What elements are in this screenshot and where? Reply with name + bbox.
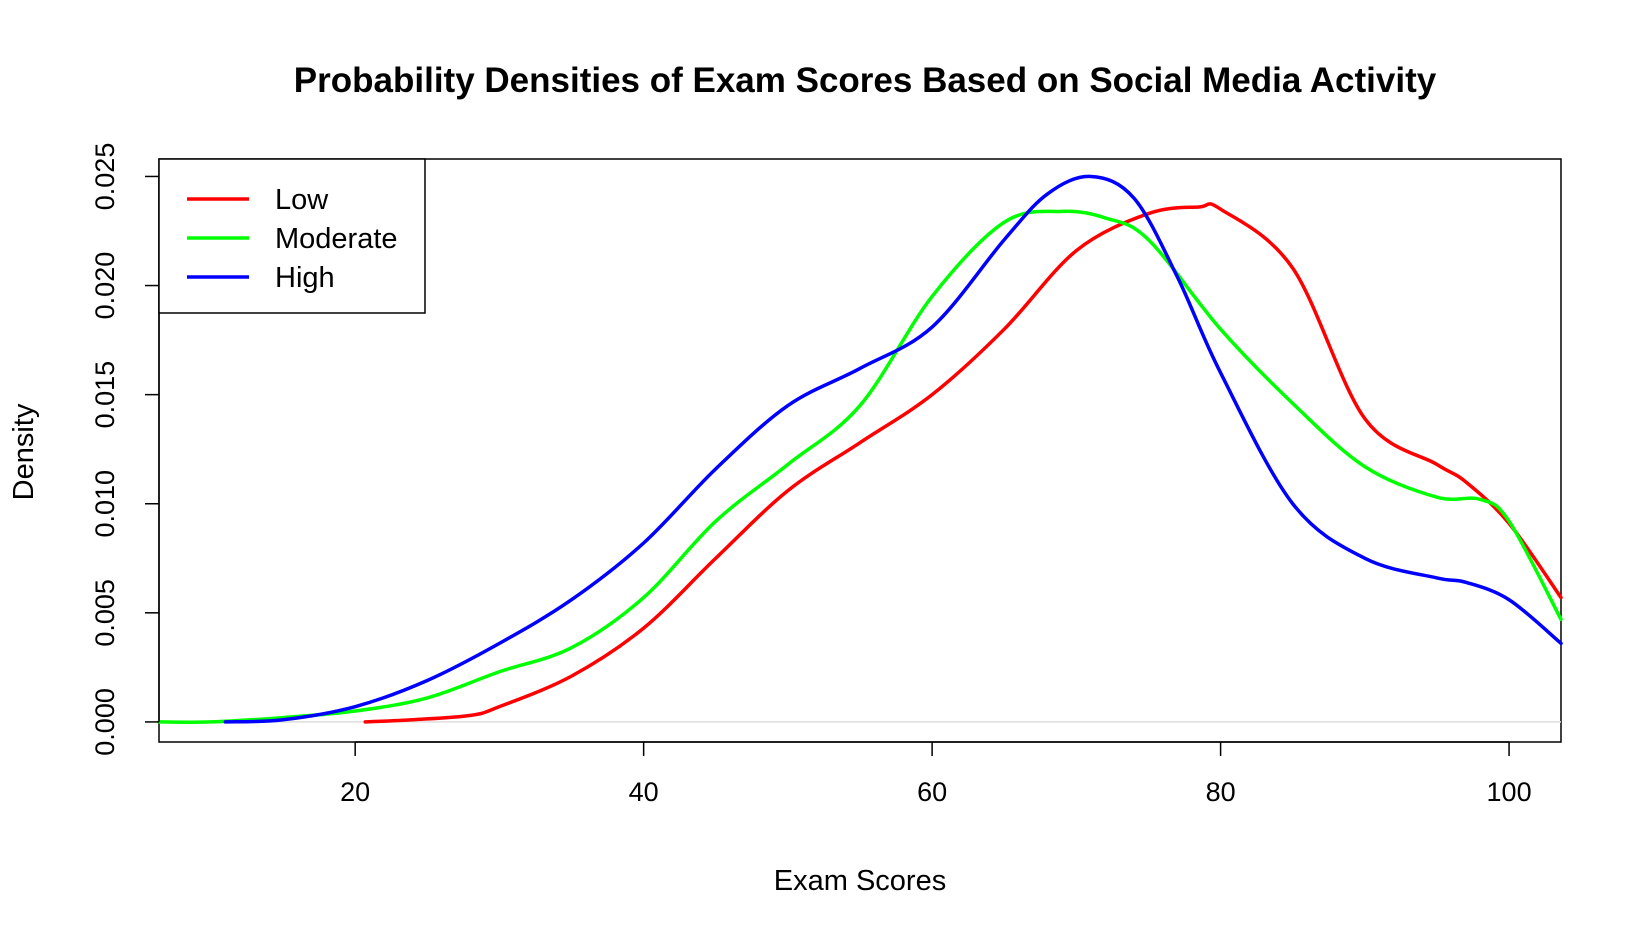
legend-label-low: Low	[275, 184, 329, 216]
x-axis-label: Exam Scores	[774, 865, 946, 897]
legend-label-high: High	[275, 262, 335, 294]
x-tick-label: 20	[340, 777, 370, 807]
x-tick-label: 60	[917, 777, 947, 807]
y-tick-label: 0.015	[90, 361, 120, 429]
x-tick-label: 100	[1487, 777, 1532, 807]
y-tick-label: 0.020	[90, 252, 120, 320]
y-axis: 0.000 0.005 0.010 0.015 0.020 0.025	[90, 143, 160, 756]
x-tick-label: 40	[629, 777, 659, 807]
y-tick-label: 0.025	[90, 143, 120, 211]
series-layer	[157, 174, 1563, 724]
series-line-moderate	[157, 209, 1563, 724]
y-axis-label: Density	[8, 403, 40, 500]
y-tick-label: 0.000	[90, 688, 120, 756]
x-tick-label: 80	[1206, 777, 1236, 807]
y-tick-label: 0.005	[90, 579, 120, 647]
series-line-high	[223, 174, 1563, 724]
x-axis: 20 40 60 80 100	[340, 741, 1532, 807]
y-tick-label: 0.010	[90, 470, 120, 538]
legend: Low Moderate High	[158, 158, 426, 314]
legend-box	[158, 158, 426, 314]
series-line-low	[363, 202, 1563, 724]
legend-label-moderate: Moderate	[275, 223, 398, 255]
chart-title: Probability Densities of Exam Scores Bas…	[294, 61, 1437, 100]
